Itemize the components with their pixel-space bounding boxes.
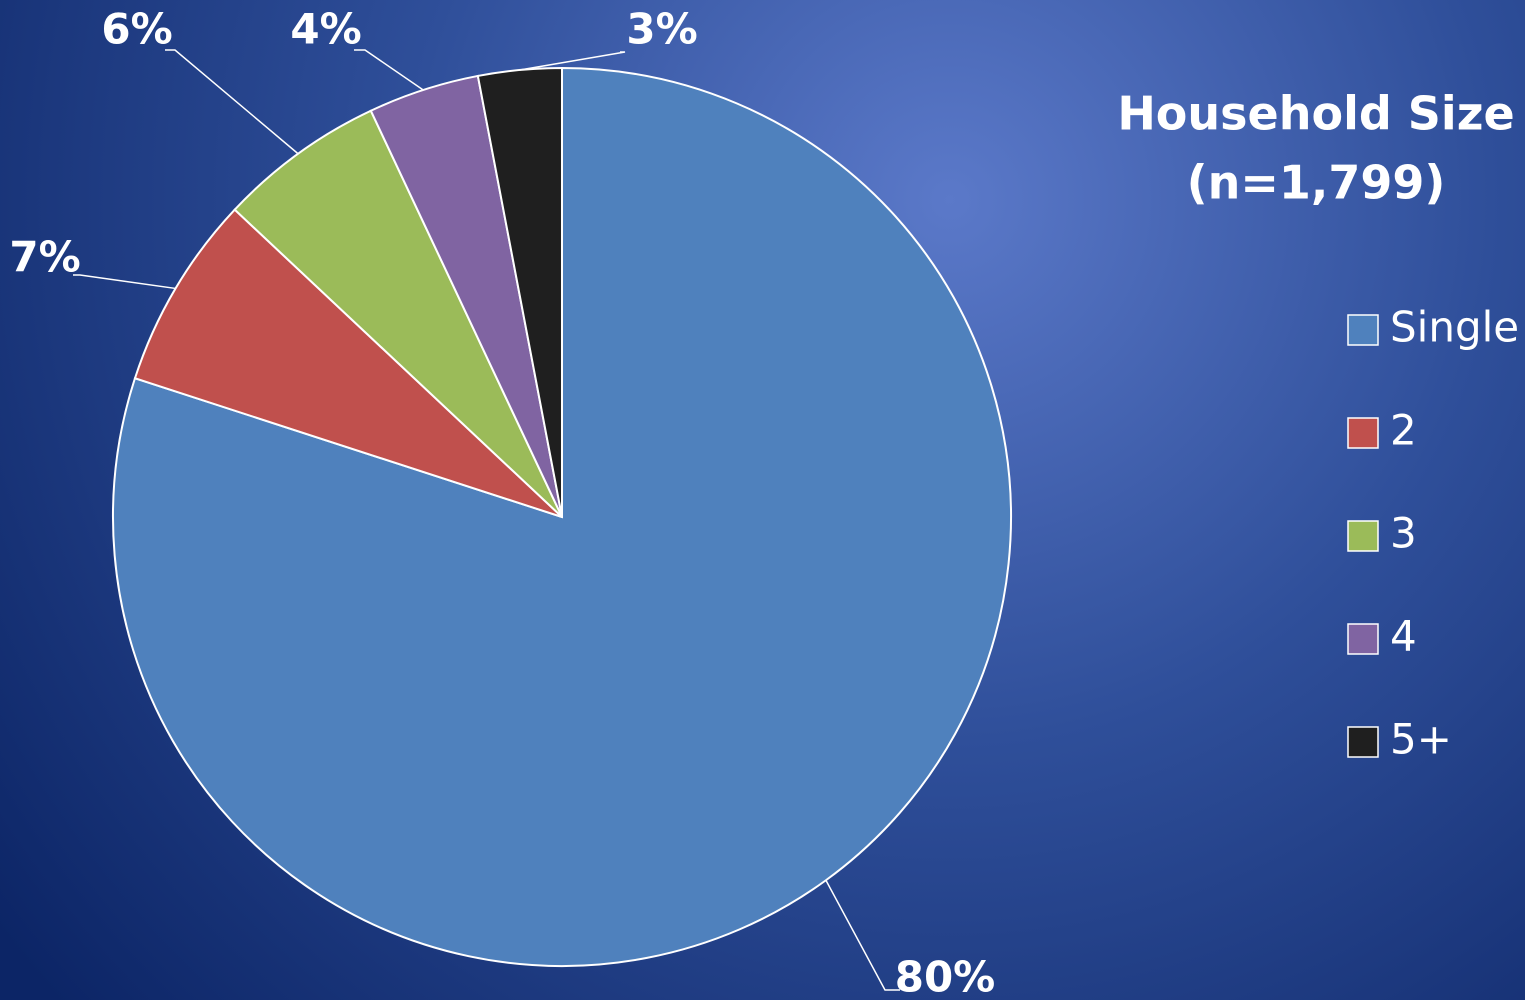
leader-line (73, 274, 176, 290)
legend-label: 2 (1390, 406, 1417, 455)
pie-slice (133, 208, 563, 518)
data-label: 7% (9, 233, 80, 282)
chart-subtitle: (n=1,799) (1187, 156, 1446, 210)
leader-line (825, 879, 900, 991)
data-label: 80% (895, 953, 996, 1000)
data-label: 6% (101, 5, 172, 54)
leader-line (165, 49, 299, 155)
legend-swatch (1347, 726, 1379, 758)
legend-label: 4 (1390, 612, 1417, 661)
leader-line (354, 49, 424, 91)
legend-label: 5+ (1390, 715, 1452, 764)
legend-swatch (1347, 314, 1379, 346)
data-label: 3% (626, 5, 697, 54)
legend-swatch (1347, 623, 1379, 655)
chart-title: Household Size (1117, 87, 1514, 141)
legend-label: Single (1390, 303, 1519, 352)
leader-line (519, 51, 626, 71)
legend-label: 3 (1390, 509, 1417, 558)
legend-swatch (1347, 417, 1379, 449)
data-label: 4% (290, 5, 361, 54)
pie-slice (476, 66, 563, 518)
legend-swatch (1347, 520, 1379, 552)
